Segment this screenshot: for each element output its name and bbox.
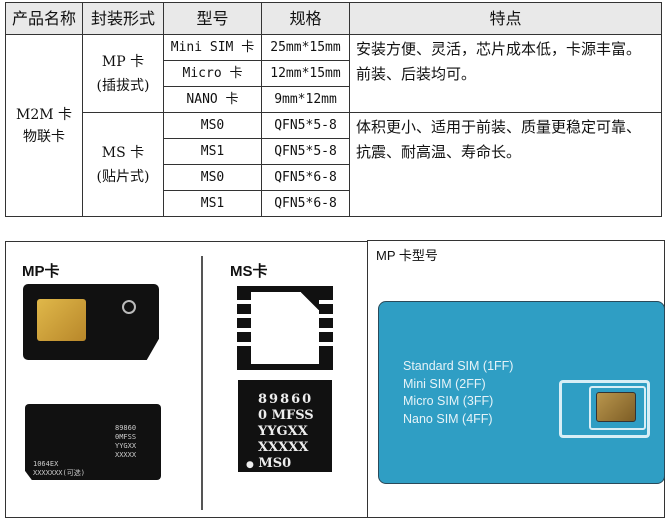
figure-title: MP 卡型号	[376, 248, 438, 263]
spec-cell: QFN5*6-8	[261, 164, 350, 191]
mp-card-types-figure: MP 卡型号 Standard SIM (1FF) Mini SIM (2FF)…	[367, 240, 665, 518]
spec-cell: QFN5*6-8	[261, 190, 350, 217]
model-cell: MS1	[163, 190, 262, 217]
sim-card-spec-table: 产品名称 封装形式 型号 规格 特点 M2M 卡 物联卡 MP 卡 (插拔式) …	[5, 2, 662, 217]
label-micro-sim: Micro SIM (3FF)	[403, 394, 494, 408]
label-standard-sim: Standard SIM (1FF)	[403, 359, 514, 373]
mp-card-title: MP卡	[22, 263, 60, 280]
feature-mp: 安装方便、灵活，芯片成本低，卡源丰富。前装、后装均可。	[349, 34, 662, 113]
spec-cell: 25mm*15mm	[261, 34, 350, 61]
spec-cell: QFN5*5-8	[261, 138, 350, 165]
header-package: 封装形式	[82, 2, 164, 35]
model-cell: MS0	[163, 112, 262, 139]
model-cell: MS0	[163, 164, 262, 191]
feature-ms: 体积更小、适用于前装、质量更稳定可靠、抗震、耐高温、寿命长。	[349, 112, 662, 217]
model-cell: Mini SIM 卡	[163, 34, 262, 61]
spec-cell: 9mm*12mm	[261, 86, 350, 113]
qfn-package-icon	[237, 286, 333, 370]
model-cell: NANO 卡	[163, 86, 262, 113]
label-nano-sim: Nano SIM (4FF)	[403, 411, 493, 426]
mp-ms-card-figure: MP卡 MS卡 89860 0MFSS YYGXX XXXXX 1064EX XXXXX…	[5, 241, 368, 518]
mp-card-back-image: 89860 0MFSS YYGXX XXXXX 1064EX XXXXXXX(可选)	[25, 404, 161, 480]
sim-size-labels: Standard SIM (1FF) Mini SIM (2FF) Micro …	[403, 358, 513, 428]
card-back-serial: 1064EX XXXXXXX(可选)	[33, 460, 85, 477]
ms-chip-image: 89860 0 MFSS YYGXX XXXXX ● MS0	[238, 380, 332, 472]
standard-sim-card-image: Standard SIM (1FF) Mini SIM (2FF) Micro …	[378, 301, 665, 484]
ms-card-title: MS卡	[230, 263, 268, 280]
china-mobile-logo-icon	[122, 300, 136, 314]
spec-cell: 12mm*15mm	[261, 60, 350, 87]
spec-cell: QFN5*5-8	[261, 112, 350, 139]
card-back-code: 89860 0MFSS YYGXX XXXXX	[115, 424, 137, 459]
micro-sim-outline	[589, 386, 646, 430]
header-product-name: 产品名称	[5, 2, 83, 35]
model-cell: Micro 卡	[163, 60, 262, 87]
package-mp: MP 卡 (插拔式)	[82, 34, 164, 113]
product-name-cell: M2M 卡 物联卡	[5, 34, 83, 217]
package-ms: MS 卡 (贴片式)	[82, 112, 164, 217]
divider	[201, 256, 203, 510]
label-mini-sim: Mini SIM (2FF)	[403, 376, 486, 391]
mini-sim-outline	[559, 380, 650, 438]
header-spec: 规格	[261, 2, 350, 35]
header-model: 型号	[163, 2, 262, 35]
mp-card-front-image	[23, 284, 159, 360]
model-cell: MS1	[163, 138, 262, 165]
header-feature: 特点	[349, 2, 662, 35]
chip-icon	[37, 299, 86, 341]
sim-chip-icon	[596, 392, 636, 422]
